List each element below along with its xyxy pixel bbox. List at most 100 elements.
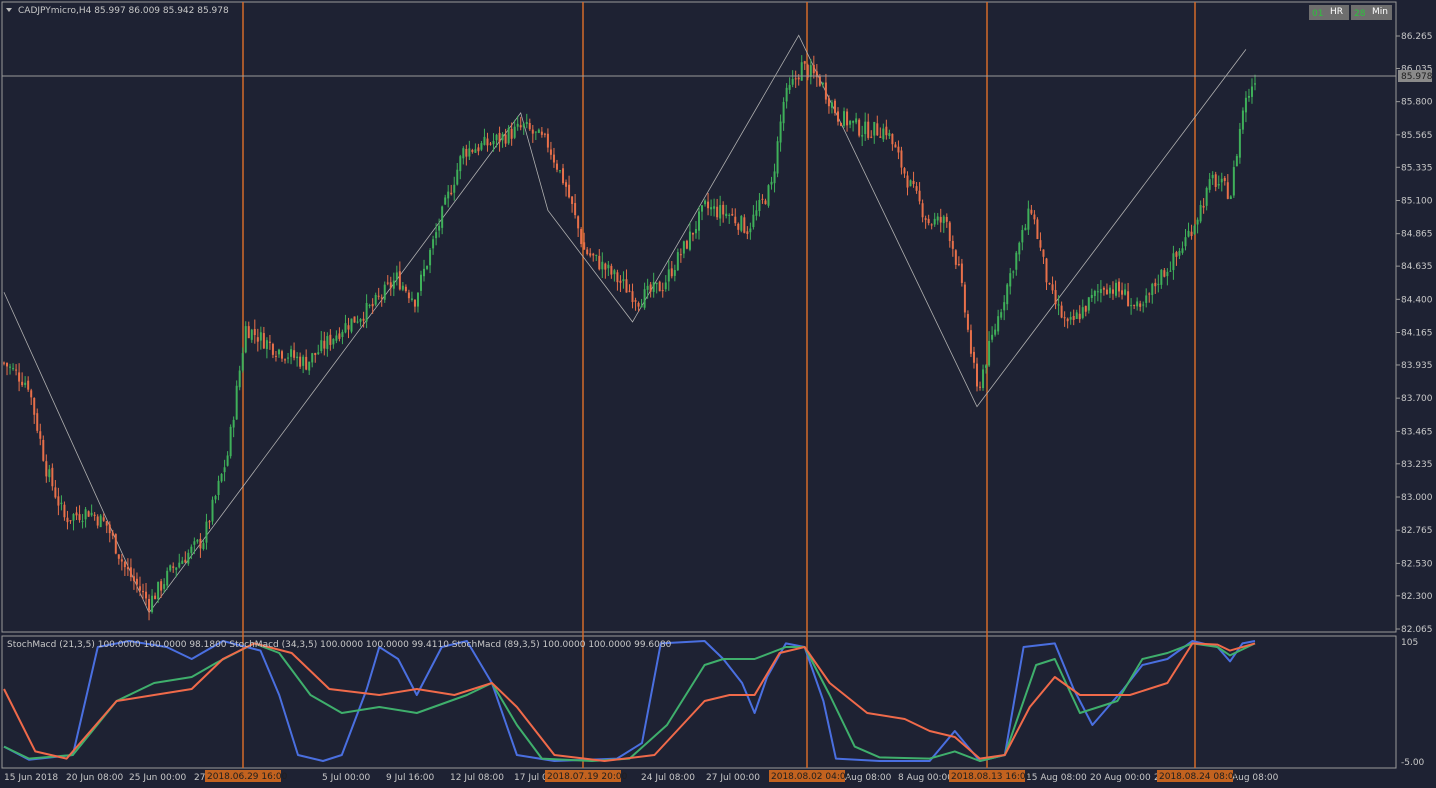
candle-body: [320, 340, 323, 352]
candle-body: [997, 316, 1000, 332]
candle-body: [945, 216, 948, 222]
candle-body: [580, 228, 583, 245]
candle-body: [335, 335, 338, 341]
candle-body: [619, 280, 622, 283]
timeframe-hr-label: HR: [1330, 7, 1343, 17]
candle-body: [682, 241, 685, 254]
candle-body: [861, 135, 864, 137]
candle-body: [1045, 258, 1048, 283]
candle-body: [991, 334, 994, 340]
candle-body: [1244, 97, 1247, 113]
candle-body: [87, 511, 90, 517]
candle-body: [45, 461, 48, 477]
candle-body: [39, 431, 42, 439]
candle-body: [302, 356, 305, 366]
candle-body: [516, 123, 519, 127]
candle-body: [685, 240, 688, 249]
candle-body: [96, 516, 99, 526]
indicator-top-label: 105: [1401, 638, 1418, 648]
candle-body: [111, 532, 114, 536]
candle-body: [486, 138, 489, 146]
candle-body: [982, 369, 985, 389]
candle-body: [453, 184, 456, 193]
candle-body: [719, 205, 722, 219]
candle-body: [837, 111, 839, 122]
candle-body: [117, 554, 120, 559]
candle-body: [616, 272, 619, 283]
candle-body: [827, 98, 830, 107]
candle-body: [480, 143, 483, 150]
candle-body: [1232, 167, 1235, 196]
candle-body: [483, 136, 486, 145]
timeframe-hr-prefix: 01: [1312, 9, 1323, 19]
candle-body: [803, 61, 806, 64]
candle-body: [187, 552, 190, 564]
candle-body: [214, 496, 217, 500]
candle-body: [205, 521, 208, 543]
candle-body: [1009, 273, 1012, 287]
candle-body: [489, 143, 492, 145]
candle-body: [6, 362, 9, 367]
candle-body: [3, 362, 5, 364]
stoch-fast-line: [3, 640, 1256, 762]
candle-body: [123, 561, 126, 568]
candle-body: [1223, 177, 1226, 181]
candle-body: [498, 132, 501, 143]
candle-body: [679, 254, 682, 256]
candle-body: [362, 318, 365, 321]
candle-body: [1169, 270, 1172, 272]
candle-body: [628, 290, 631, 292]
candle-body: [988, 340, 991, 366]
candle-body: [562, 168, 565, 184]
collapse-arrow-icon[interactable]: [6, 8, 12, 12]
candle-body: [407, 292, 410, 299]
candle-body: [169, 565, 172, 571]
candle-body: [1142, 304, 1145, 306]
y-tick-label: 82.300: [1401, 592, 1433, 602]
candle-body: [876, 123, 879, 136]
candle-body: [277, 349, 280, 355]
candle-body: [707, 201, 710, 209]
candle-body: [927, 218, 930, 224]
candle-body: [72, 514, 75, 521]
candle-body: [1172, 253, 1175, 271]
highlighted-time-box: [949, 770, 1025, 782]
candle-body: [401, 285, 404, 290]
timeframe-min-button[interactable]: [1351, 5, 1392, 20]
candle-body: [701, 205, 704, 212]
candle-body: [1030, 209, 1033, 214]
indicator-label: StochMacd (21,3,5) 100.0000 100.0000 98.…: [7, 640, 672, 650]
y-tick-label: 82.065: [1401, 625, 1433, 635]
candle-body: [788, 84, 791, 90]
candle-body: [767, 185, 770, 206]
candle-body: [1051, 284, 1054, 291]
candle-body: [764, 200, 767, 205]
candle-body: [1066, 318, 1069, 322]
candle-body: [840, 122, 843, 126]
time-axis: 15 Jun 2018 20 Jun 08:00 25 Jun 00:00 27 5 J…: [4, 770, 1279, 783]
candle-body: [217, 480, 220, 496]
candle-body: [912, 180, 915, 185]
candle-body: [426, 265, 429, 269]
candle-body: [459, 156, 462, 172]
candle-body: [456, 169, 459, 185]
y-tick-label: 84.165: [1401, 329, 1433, 339]
candle-body: [924, 218, 927, 220]
candle-body: [99, 515, 102, 528]
candle-body: [380, 297, 383, 299]
candle-body: [48, 469, 51, 478]
timeframe-hr-button[interactable]: [1309, 5, 1349, 20]
candle-body: [746, 231, 749, 235]
candle-body: [867, 121, 870, 138]
candle-body: [740, 216, 743, 231]
candle-body: [287, 357, 290, 359]
candle-body: [522, 123, 525, 128]
candle-body: [728, 214, 731, 216]
candle-body: [846, 111, 849, 126]
candle-body: [1024, 227, 1027, 231]
candle-body: [120, 559, 123, 562]
candle-body: [184, 559, 187, 563]
candle-body: [900, 150, 903, 168]
candle-body: [338, 333, 341, 339]
